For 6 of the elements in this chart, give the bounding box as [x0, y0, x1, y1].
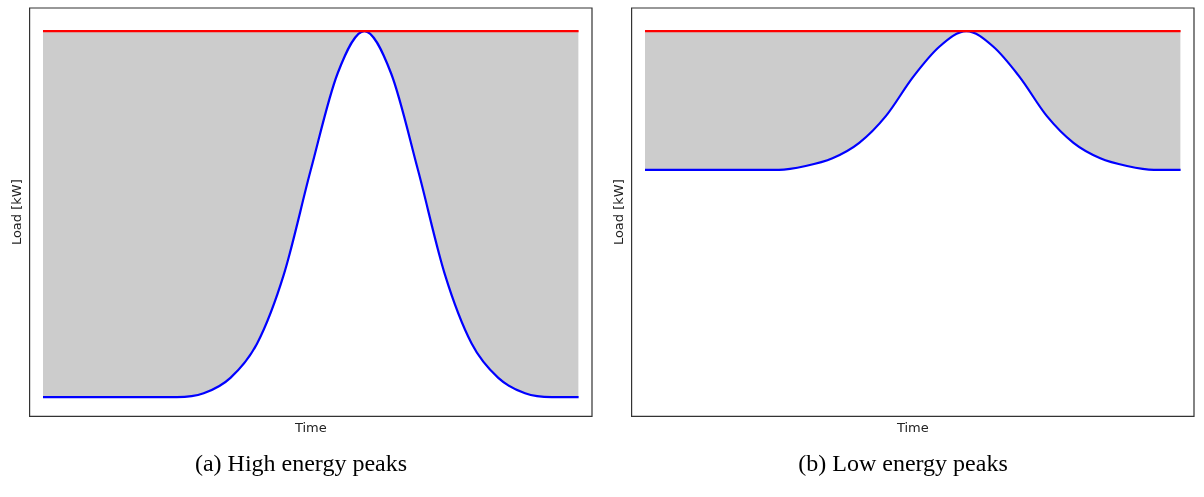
y-axis-title: Load [kW] — [9, 179, 25, 246]
x-axis-title: Time — [293, 419, 327, 435]
text: (a) High energy peaks — [193, 450, 409, 477]
x-axis-title: Time — [895, 419, 929, 435]
text: (b) Low energy peaks — [797, 450, 1009, 477]
y-axis-title: Load [kW] — [611, 179, 627, 246]
